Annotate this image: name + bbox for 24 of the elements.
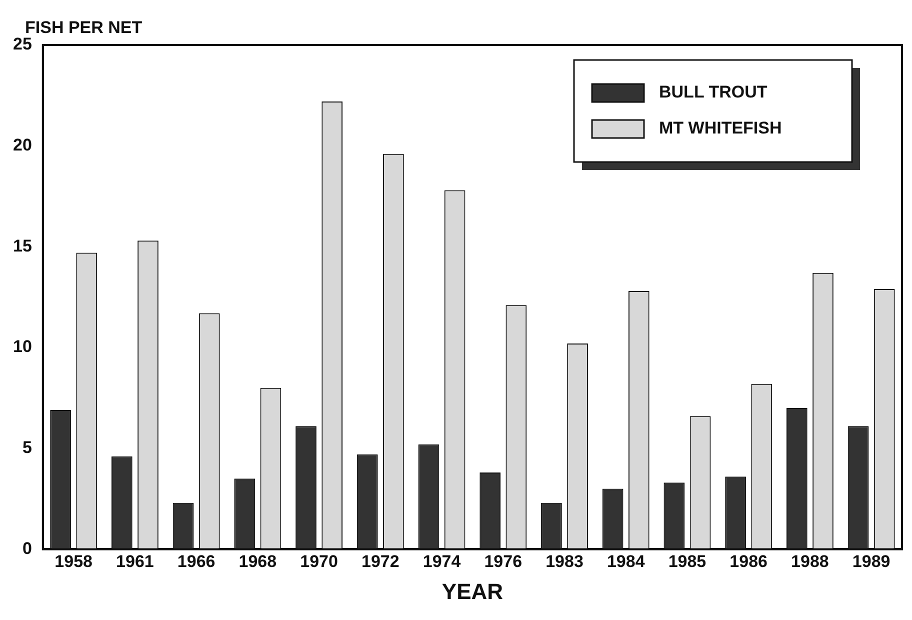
x-tick-label: 1970 — [300, 552, 338, 572]
y-axis-title: FISH PER NET — [25, 18, 143, 38]
x-tick-label: 1988 — [791, 552, 829, 572]
y-tick-label: 20 — [12, 136, 32, 155]
x-tick-label: 1968 — [238, 552, 277, 572]
y-tick-label: 0 — [22, 538, 32, 558]
x-axis-title: YEAR — [442, 578, 504, 604]
x-tick-label: 1984 — [606, 552, 646, 572]
y-tick-label: 15 — [12, 236, 32, 256]
y-tick-label: 25 — [12, 34, 32, 54]
x-tick-label: 1958 — [54, 552, 93, 572]
x-tick-label: 1966 — [177, 552, 216, 572]
legend-label: BULL TROUT — [659, 82, 768, 102]
x-tick-label: 1961 — [116, 552, 154, 572]
x-tick-label: 1972 — [361, 552, 400, 572]
x-tick-label: 1974 — [422, 552, 462, 572]
y-tick-label: 5 — [22, 438, 32, 458]
x-tick-label: 1986 — [730, 552, 768, 572]
x-tick-label: 1983 — [546, 552, 584, 572]
legend-label: MT WHITEFISH — [659, 118, 782, 138]
x-tick-label: 1989 — [852, 552, 890, 572]
y-tick-label: 10 — [12, 337, 32, 356]
x-tick-label: 1976 — [484, 552, 522, 572]
x-tick-label: 1985 — [668, 552, 706, 572]
